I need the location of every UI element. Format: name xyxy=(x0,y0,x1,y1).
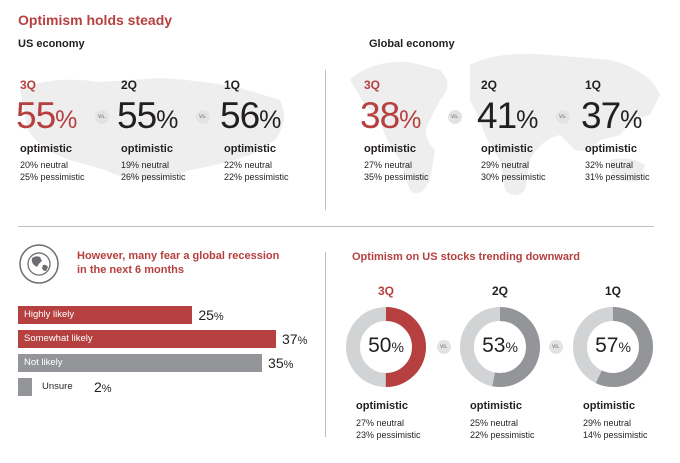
global-2q-neutral: 29% neutral xyxy=(481,160,530,170)
vs-badge: vs. xyxy=(556,110,570,124)
bar-label: Not likely xyxy=(24,357,63,368)
us-2q-optimistic: optimistic xyxy=(121,143,173,155)
donut-optimistic-label: optimistic xyxy=(470,400,522,412)
donut-quarter-label: 2Q xyxy=(492,284,509,298)
global-1q-neutral: 32% neutral xyxy=(585,160,634,170)
bar-label: Somewhat likely xyxy=(24,333,93,344)
us-1q-optimistic: optimistic xyxy=(224,143,276,155)
bar-value: 35% xyxy=(268,355,294,371)
donut-quarter-label: 1Q xyxy=(605,284,622,298)
section-divider xyxy=(325,70,326,210)
global-2q-value: 41% xyxy=(477,95,539,136)
global-economy-label: Global economy xyxy=(369,38,455,50)
bar-somewhat-likely xyxy=(18,330,276,348)
global-1q-pessimistic: 31% pessimistic xyxy=(585,172,650,182)
global-3q-label: 3Q xyxy=(364,78,381,92)
us-1q-neutral: 22% neutral xyxy=(224,160,273,170)
donut-optimistic-label: optimistic xyxy=(356,400,408,412)
global-1q-value: 37% xyxy=(581,95,643,136)
donut-slice-optimistic xyxy=(573,307,653,387)
donut-pessimistic-label: 14% pessimistic xyxy=(583,430,648,440)
bar-label: Highly likely xyxy=(24,309,75,320)
global-2q-optimistic: optimistic xyxy=(481,143,533,155)
horizontal-divider xyxy=(18,226,654,227)
bar-value: 25% xyxy=(198,307,224,323)
vs-badge: vs. xyxy=(448,110,462,124)
us-2q-neutral: 19% neutral xyxy=(121,160,170,170)
global-3q-neutral: 27% neutral xyxy=(364,160,413,170)
donut-value-label: 57% xyxy=(595,334,631,357)
stocks-heading: Optimism on US stocks trending downward xyxy=(352,251,580,263)
us-3q-pessimistic: 25% pessimistic xyxy=(20,172,85,182)
global-2q-pessimistic: 30% pessimistic xyxy=(481,172,546,182)
us-1q-label: 1Q xyxy=(224,78,241,92)
vs-badge: vs. xyxy=(196,110,210,124)
us-3q-neutral: 20% neutral xyxy=(20,160,69,170)
global-3q-pessimistic: 35% pessimistic xyxy=(364,172,429,182)
bar-highly-likely xyxy=(18,306,193,324)
donut-3q xyxy=(346,307,426,387)
donut-optimistic-label: optimistic xyxy=(583,400,635,412)
donut-value-label: 53% xyxy=(482,334,518,357)
recession-heading-line1: However, many fear a global recession xyxy=(77,250,280,262)
vs-badge: vs. xyxy=(437,340,451,354)
us-map-background xyxy=(20,78,284,181)
donut-1q xyxy=(573,307,653,387)
us-3q-optimistic: optimistic xyxy=(20,143,72,155)
donut-pessimistic-label: 22% pessimistic xyxy=(470,430,535,440)
donut-value-label: 50% xyxy=(368,334,404,357)
us-1q-value: 56% xyxy=(220,95,282,136)
bar-label: Unsure xyxy=(42,381,73,392)
us-1q-pessimistic: 22% pessimistic xyxy=(224,172,289,182)
donut-neutral-label: 29% neutral xyxy=(583,418,632,428)
global-3q-value: 38% xyxy=(360,95,422,136)
us-3q-label: 3Q xyxy=(20,78,37,92)
donut-neutral-label: 25% neutral xyxy=(470,418,519,428)
us-economy-label: US economy xyxy=(18,38,85,50)
global-1q-label: 1Q xyxy=(585,78,602,92)
donut-slice-optimistic xyxy=(460,307,540,387)
donut-neutral-label: 27% neutral xyxy=(356,418,405,428)
us-2q-pessimistic: 26% pessimistic xyxy=(121,172,186,182)
global-2q-label: 2Q xyxy=(481,78,498,92)
us-2q-label: 2Q xyxy=(121,78,138,92)
bar-value: 37% xyxy=(282,331,308,347)
donut-slice-optimistic xyxy=(346,307,426,387)
global-1q-optimistic: optimistic xyxy=(585,143,637,155)
donut-quarter-label: 3Q xyxy=(378,284,395,298)
section-divider xyxy=(325,252,326,437)
world-map-background xyxy=(350,53,660,195)
vs-badge: vs. xyxy=(95,110,109,124)
donut-pessimistic-label: 23% pessimistic xyxy=(356,430,421,440)
us-3q-value: 55% xyxy=(16,95,78,136)
bar-value: 2% xyxy=(94,379,112,395)
bar-not-likely xyxy=(18,354,263,372)
bar-unsure xyxy=(18,378,32,396)
page-title: Optimism holds steady xyxy=(18,12,173,28)
globe-icon xyxy=(19,244,59,284)
vs-badge: vs. xyxy=(549,340,563,354)
donut-2q xyxy=(460,307,540,387)
us-2q-value: 55% xyxy=(117,95,179,136)
recession-heading-line2: in the next 6 months xyxy=(77,264,184,276)
global-3q-optimistic: optimistic xyxy=(364,143,416,155)
